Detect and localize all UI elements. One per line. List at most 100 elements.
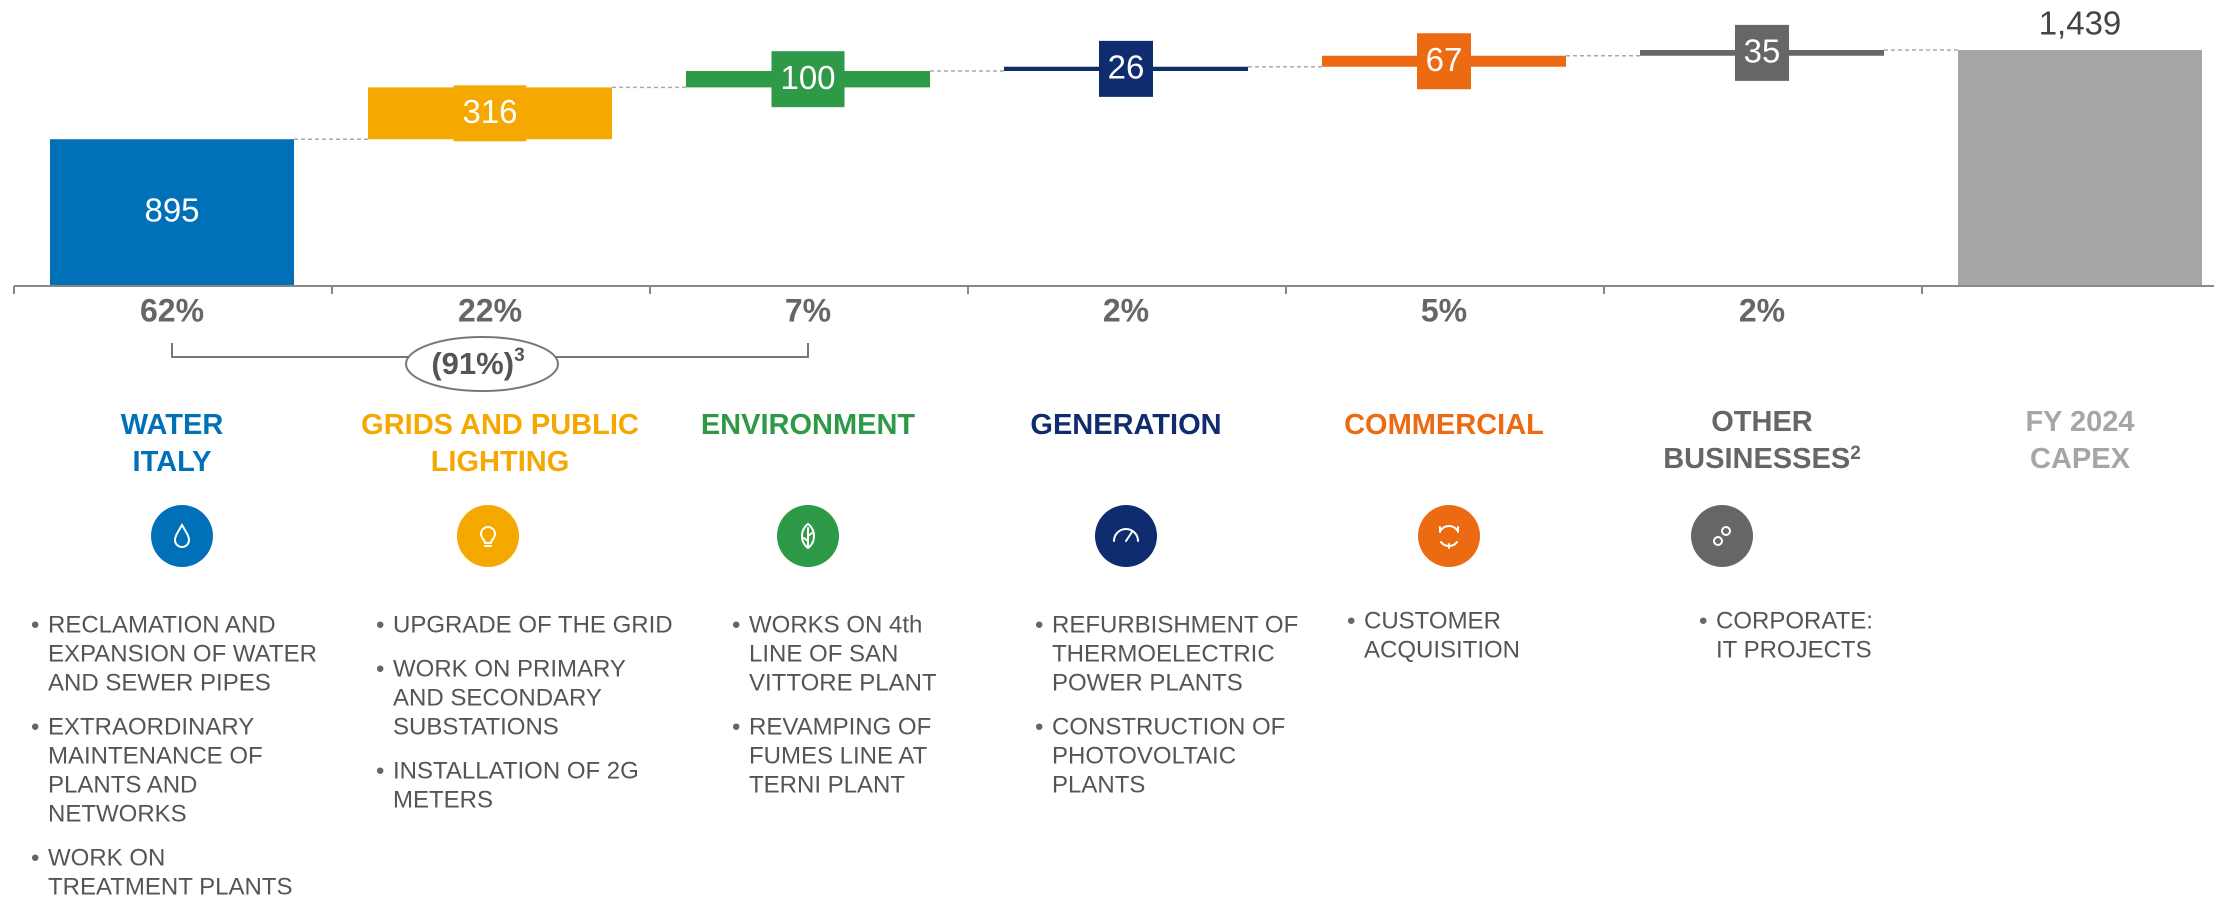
value-label: 1,439: [2039, 5, 2122, 42]
bullet-text: UPGRADE OF THE GRID: [393, 611, 673, 638]
share-label: 62%: [140, 292, 204, 328]
value-label-box: [771, 51, 845, 108]
icon-circle: [151, 505, 213, 567]
bullet-text: CONSTRUCTION OF: [1052, 713, 1285, 740]
icon-circle: [1418, 505, 1480, 567]
share-label: 2%: [1103, 292, 1149, 328]
bullet-text: ACQUISITION: [1364, 636, 1520, 663]
value-label: 26: [1108, 49, 1145, 86]
bullet-dot: •: [31, 844, 39, 871]
category-title: FY 2024 CAPEX: [1995, 404, 2165, 478]
share-label: 22%: [458, 292, 522, 328]
bullet-text: NETWORKS: [48, 800, 187, 827]
category-title: OTHER BUSINESSES2: [1627, 404, 1897, 478]
bullet-text: AND SECONDARY: [393, 684, 602, 711]
value-label: 316: [462, 93, 517, 130]
bullet-text: PHOTOVOLTAIC: [1052, 742, 1236, 769]
bullet-text: WORK ON PRIMARY: [393, 655, 626, 682]
bullet-dot: •: [31, 713, 39, 740]
bullet-dot: •: [1035, 713, 1043, 740]
bullet-text: METERS: [393, 786, 493, 813]
category-title: WATER ITALY: [87, 407, 257, 481]
bullet-text: PLANTS AND: [48, 771, 197, 798]
bullet-text: VITTORE PLANT: [749, 669, 937, 696]
icon-glyph: [1439, 525, 1459, 549]
bullet-dot: •: [1035, 611, 1043, 638]
bullet-text: TREATMENT PLANTS: [48, 873, 292, 899]
bullet-text: CUSTOMER: [1364, 607, 1501, 634]
bullet-text: REFURBISHMENT OF: [1052, 611, 1298, 638]
bullet-text: IT PROJECTS: [1716, 636, 1872, 663]
category-name: ENVIRONMENT: [700, 409, 916, 441]
icon-circle: [1691, 505, 1753, 567]
bullet-text: AND SEWER PIPES: [48, 669, 271, 696]
bullet-dot: •: [376, 757, 384, 784]
value-label: 67: [1426, 41, 1463, 78]
category-icon: [1418, 505, 1480, 567]
bullet-text: INSTALLATION OF 2G: [393, 757, 639, 784]
bullet-text: EXPANSION OF WATER: [48, 640, 317, 667]
category-icon: [777, 505, 839, 567]
group-share: (91%)3: [431, 345, 524, 381]
category-icon: [1095, 505, 1157, 567]
bullet-text: PLANTS: [1052, 771, 1145, 798]
bullet-dot: •: [376, 611, 384, 638]
bracket-oval: [405, 336, 559, 392]
value-label-box: [1735, 24, 1789, 81]
value-label: 100: [780, 59, 835, 96]
bullet-text: RECLAMATION AND: [48, 611, 276, 638]
bullet-text: MAINTENANCE OF: [48, 742, 263, 769]
bullet-dot: •: [31, 611, 39, 638]
category-name: OTHER BUSINESSES: [1663, 406, 1851, 475]
bullet-dot: •: [1699, 607, 1707, 634]
icon-glyph: [801, 522, 815, 550]
icon-glyph: [1113, 528, 1139, 542]
bullet-text: WORK ON: [48, 844, 165, 871]
value-label: 35: [1744, 33, 1781, 70]
category-superscript: 2: [1850, 443, 1861, 464]
bullet-dot: •: [376, 655, 384, 682]
icon-glyph: [1713, 526, 1732, 546]
category-icon: [457, 505, 519, 567]
value-label-box: [1099, 40, 1153, 97]
icon-glyph: [173, 522, 191, 548]
category-title: GENERATION: [967, 407, 1285, 444]
category-title: COMMERCIAL: [1285, 407, 1603, 444]
bullet-text: CORPORATE:: [1716, 607, 1873, 634]
value-label-box: [453, 85, 527, 142]
bullet-dot: •: [1347, 607, 1355, 634]
category-icon: [1691, 505, 1753, 567]
group-share-value: (91%): [431, 346, 514, 381]
bar: [1958, 50, 2202, 287]
bullet-text: LINE OF SAN: [749, 640, 898, 667]
bullet-text: WORKS ON 4th: [749, 611, 922, 638]
bullet-dot: •: [732, 713, 740, 740]
bullet-text: EXTRAORDINARY: [48, 713, 254, 740]
icon-glyph: [479, 526, 497, 547]
share-label: 2%: [1739, 292, 1785, 328]
bar: [50, 139, 294, 286]
value-label: 895: [144, 191, 199, 228]
icon-circle: [1095, 505, 1157, 567]
bullet-text: REVAMPING OF: [749, 713, 931, 740]
icon-circle: [457, 505, 519, 567]
bullet-text: THERMOELECTRIC: [1052, 640, 1275, 667]
category-name: WATER ITALY: [120, 409, 224, 478]
bullet-text: FUMES LINE AT: [749, 742, 928, 769]
category-title: ENVIRONMENT: [649, 407, 967, 444]
category-name: COMMERCIAL: [1344, 409, 1544, 441]
bullet-dot: •: [732, 611, 740, 638]
category-name: GENERATION: [1030, 409, 1222, 441]
value-label-box: [1417, 33, 1471, 90]
bullet-text: POWER PLANTS: [1052, 669, 1243, 696]
category-icon: [151, 505, 213, 567]
category-name: GRIDS AND PUBLIC LIGHTING: [361, 409, 639, 478]
category-title: GRIDS AND PUBLIC LIGHTING: [335, 407, 665, 481]
group-share-superscript: 3: [514, 345, 525, 366]
share-label: 5%: [1421, 292, 1467, 328]
category-name: FY 2024 CAPEX: [2025, 406, 2135, 475]
share-label: 7%: [785, 292, 831, 328]
bullet-text: SUBSTATIONS: [393, 713, 559, 740]
